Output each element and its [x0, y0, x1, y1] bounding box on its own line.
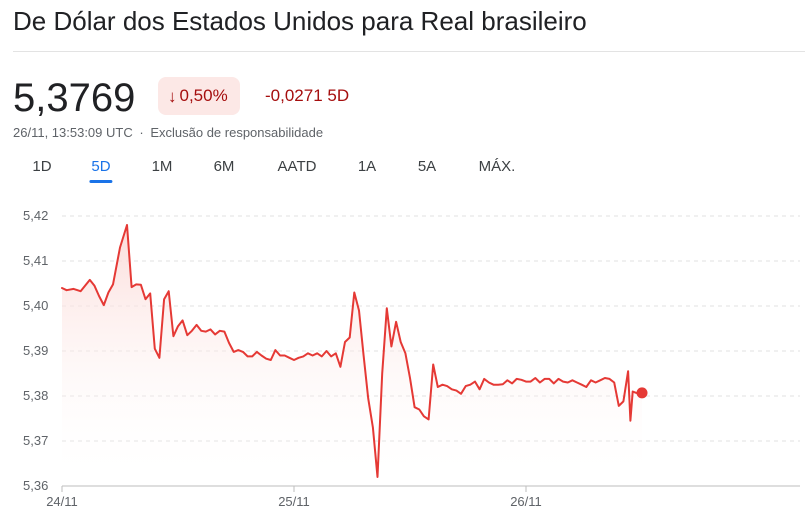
- timestamp: 26/11, 13:53:09 UTC: [13, 125, 133, 140]
- axes: [61, 485, 800, 492]
- y-tick-label: 5,42: [23, 208, 48, 223]
- series-area: [62, 225, 642, 486]
- tab-5a[interactable]: 5A: [417, 158, 437, 175]
- quote-meta: 26/11, 13:53:09 UTC · Exclusão de respon…: [13, 125, 323, 140]
- area-fill: [62, 225, 642, 486]
- last-point-marker: [636, 387, 648, 399]
- percent-change-badge: ↓ 0,50%: [158, 77, 240, 115]
- tab-aatd[interactable]: AATD: [277, 158, 317, 175]
- page-title: De Dólar dos Estados Unidos para Real br…: [13, 6, 587, 36]
- tab-1d[interactable]: 1D: [32, 158, 52, 175]
- series-line: [61, 224, 643, 478]
- range-tabs: 1D 5D 1M 6M AATD 1A 5A MÁX.: [0, 154, 805, 186]
- x-tick-label: 24/11: [46, 494, 78, 509]
- y-tick-label: 5,36: [23, 478, 48, 493]
- y-tick-label: 5,37: [23, 433, 48, 448]
- series-path: [61, 224, 643, 478]
- tab-5d[interactable]: 5D: [89, 158, 113, 183]
- tab-max[interactable]: MÁX.: [478, 158, 516, 175]
- y-tick-label: 5,41: [23, 253, 48, 268]
- arrow-down-icon: ↓: [168, 86, 177, 106]
- tab-1m[interactable]: 1M: [151, 158, 173, 175]
- absolute-change: -0,0271 5D: [265, 86, 350, 105]
- percent-change-value: 0,50%: [179, 86, 228, 105]
- header-divider: [13, 51, 805, 52]
- x-tick-label: 26/11: [510, 494, 542, 509]
- y-tick-label: 5,40: [23, 298, 48, 313]
- tab-1a[interactable]: 1A: [357, 158, 377, 175]
- disclaimer-link[interactable]: Exclusão de responsabilidade: [150, 125, 324, 140]
- tab-6m[interactable]: 6M: [213, 158, 235, 175]
- meta-separator: ·: [139, 125, 144, 140]
- y-tick-label: 5,38: [23, 388, 48, 403]
- last-point-marker-group: [636, 387, 648, 399]
- current-price: 5,3769: [13, 76, 136, 120]
- y-tick-label: 5,39: [23, 343, 48, 358]
- x-tick-label: 25/11: [278, 494, 310, 509]
